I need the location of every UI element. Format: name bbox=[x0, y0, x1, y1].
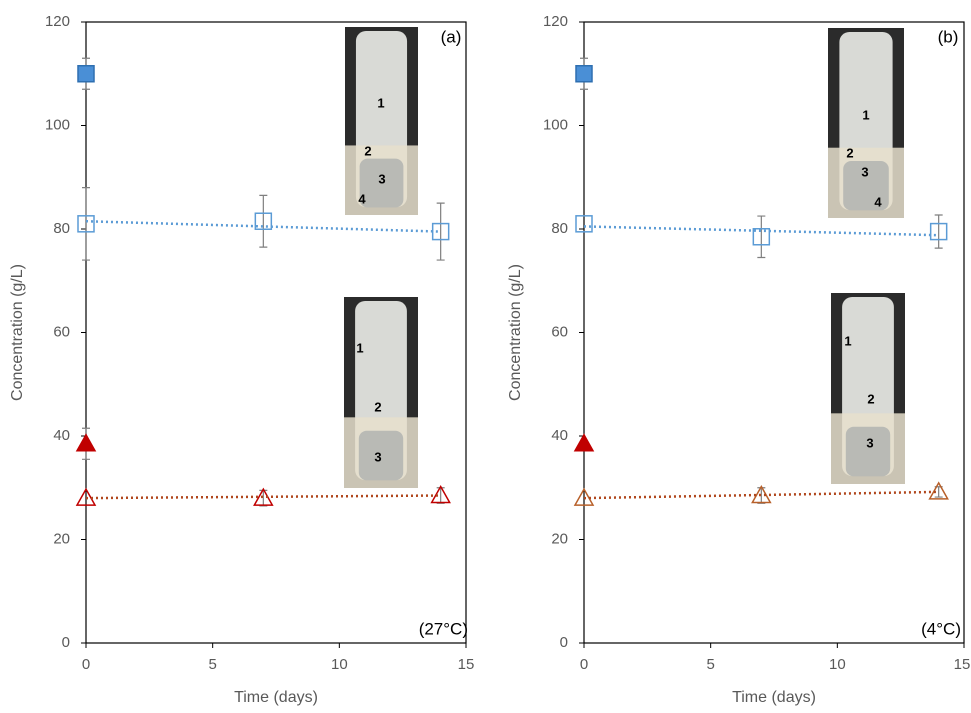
triangle-marker bbox=[75, 433, 97, 452]
photo-label: 3 bbox=[866, 435, 873, 450]
x-tick-label: 5 bbox=[208, 656, 216, 673]
plot-frame bbox=[583, 21, 965, 644]
error-bar bbox=[82, 187, 90, 261]
trend-line bbox=[85, 219, 441, 233]
square-marker bbox=[575, 65, 593, 83]
photo-label: 4 bbox=[874, 194, 882, 209]
photo-label: 1 bbox=[844, 333, 851, 348]
annotation: (b) bbox=[938, 27, 959, 46]
photo-label: 2 bbox=[867, 391, 874, 406]
x-axis-label: Time (days) bbox=[234, 689, 318, 706]
y-tick-label: 20 bbox=[551, 530, 568, 547]
photo-tube-lower bbox=[359, 158, 404, 208]
annotation: (4°C) bbox=[921, 619, 961, 638]
annotation: (a) bbox=[441, 27, 462, 46]
x-axis-label: Time (days) bbox=[732, 689, 816, 706]
x-tick-label: 15 bbox=[458, 656, 475, 673]
trend-line bbox=[583, 490, 939, 500]
square-marker bbox=[752, 228, 771, 246]
photo-label: 1 bbox=[862, 107, 869, 122]
trend-line bbox=[583, 225, 939, 237]
photo-tube-lower bbox=[845, 426, 891, 477]
y-tick-label: 100 bbox=[45, 116, 70, 133]
x-tick-label: 0 bbox=[82, 656, 90, 673]
square-marker bbox=[929, 222, 948, 241]
triangle-marker bbox=[573, 487, 595, 506]
y-tick-label: 40 bbox=[551, 427, 568, 444]
annotation: (27°C) bbox=[419, 619, 468, 638]
error-bar bbox=[436, 202, 445, 261]
y-tick-label: 60 bbox=[53, 323, 70, 340]
photo-label: 4 bbox=[358, 191, 366, 206]
photo-label: 2 bbox=[364, 143, 371, 158]
x-tick-label: 15 bbox=[954, 656, 971, 673]
y-tick-label: 0 bbox=[62, 634, 70, 651]
x-tick-label: 10 bbox=[331, 656, 348, 673]
y-tick-label: 40 bbox=[53, 427, 70, 444]
triangle-marker bbox=[573, 433, 595, 452]
photo-tube-lower bbox=[358, 430, 404, 481]
photo-label: 3 bbox=[374, 449, 381, 464]
error-bar bbox=[757, 215, 766, 259]
error-bar bbox=[259, 194, 268, 248]
y-tick-label: 80 bbox=[53, 220, 70, 237]
photo-label: 2 bbox=[374, 399, 381, 414]
x-tick-label: 5 bbox=[706, 656, 714, 673]
x-tick-label: 10 bbox=[829, 656, 846, 673]
photo-tube-lower bbox=[843, 161, 889, 211]
photo-label: 1 bbox=[377, 95, 384, 110]
y-tick-label: 120 bbox=[45, 13, 70, 30]
photo-label: 1 bbox=[356, 340, 363, 355]
y-tick-label: 120 bbox=[543, 13, 568, 30]
error-bar bbox=[934, 214, 943, 249]
square-marker bbox=[77, 215, 95, 233]
trend-line bbox=[85, 494, 441, 500]
triangle-marker bbox=[75, 487, 97, 506]
photo-label: 2 bbox=[846, 145, 853, 160]
y-tick-label: 60 bbox=[551, 323, 568, 340]
y-tick-label: 80 bbox=[551, 220, 568, 237]
square-marker bbox=[77, 65, 95, 83]
x-tick-label: 0 bbox=[580, 656, 588, 673]
photo-label: 3 bbox=[378, 171, 385, 186]
photo-label: 3 bbox=[861, 164, 868, 179]
y-tick-label: 100 bbox=[543, 116, 568, 133]
y-tick-label: 0 bbox=[560, 634, 568, 651]
square-marker bbox=[575, 215, 593, 233]
y-axis-label: Concentration (g/L) bbox=[9, 264, 26, 401]
y-tick-label: 20 bbox=[53, 530, 70, 547]
square-marker bbox=[254, 212, 273, 230]
y-axis-label: Concentration (g/L) bbox=[507, 264, 524, 401]
